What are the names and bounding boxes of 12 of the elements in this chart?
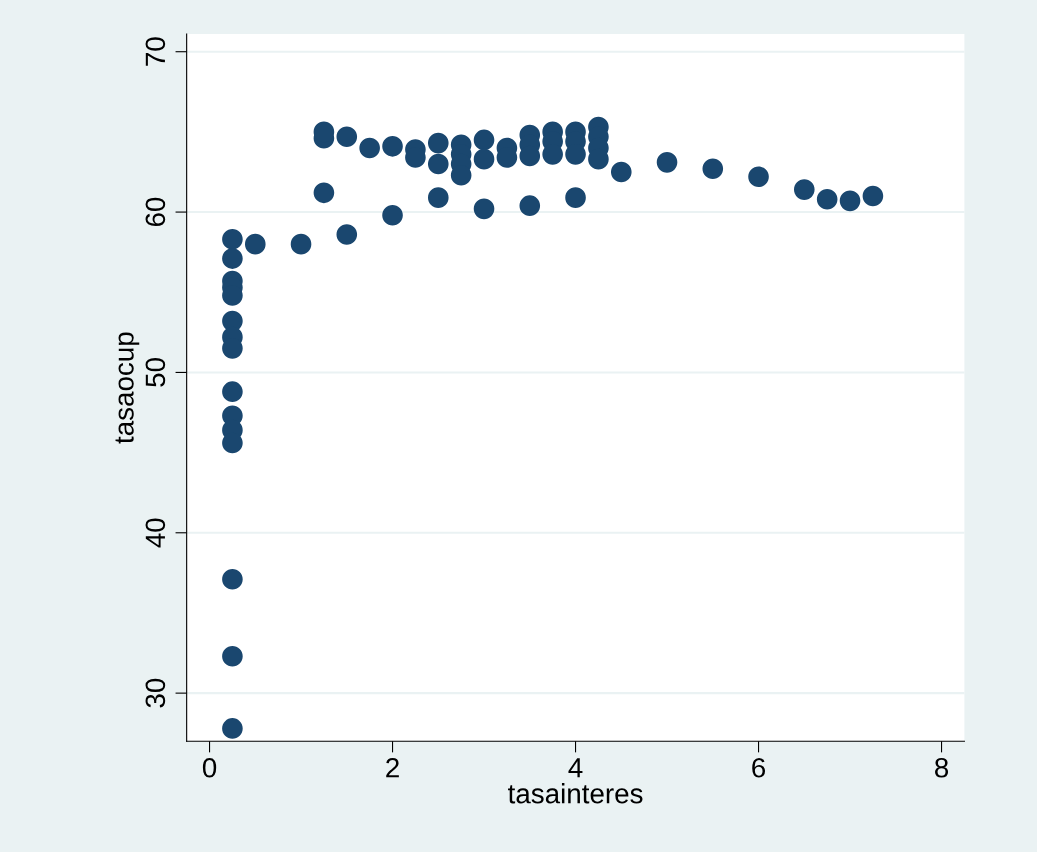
x-axis-title: tasainteres (508, 783, 643, 804)
x-tick-label: 4 (568, 758, 583, 778)
y-tick-label: 50 (145, 358, 166, 387)
x-tick-label: 2 (386, 757, 399, 778)
y-tick-label: 30 (145, 678, 166, 708)
y-tick-label: 60 (145, 197, 166, 227)
x-tick-label: 8 (935, 757, 949, 778)
y-axis-title: tasaocup (115, 332, 140, 444)
y-tick-label: 70 (145, 37, 166, 66)
x-tick-label: 0 (202, 757, 217, 778)
x-tick-label: 6 (752, 757, 766, 778)
y-tick-label: 40 (145, 518, 166, 548)
